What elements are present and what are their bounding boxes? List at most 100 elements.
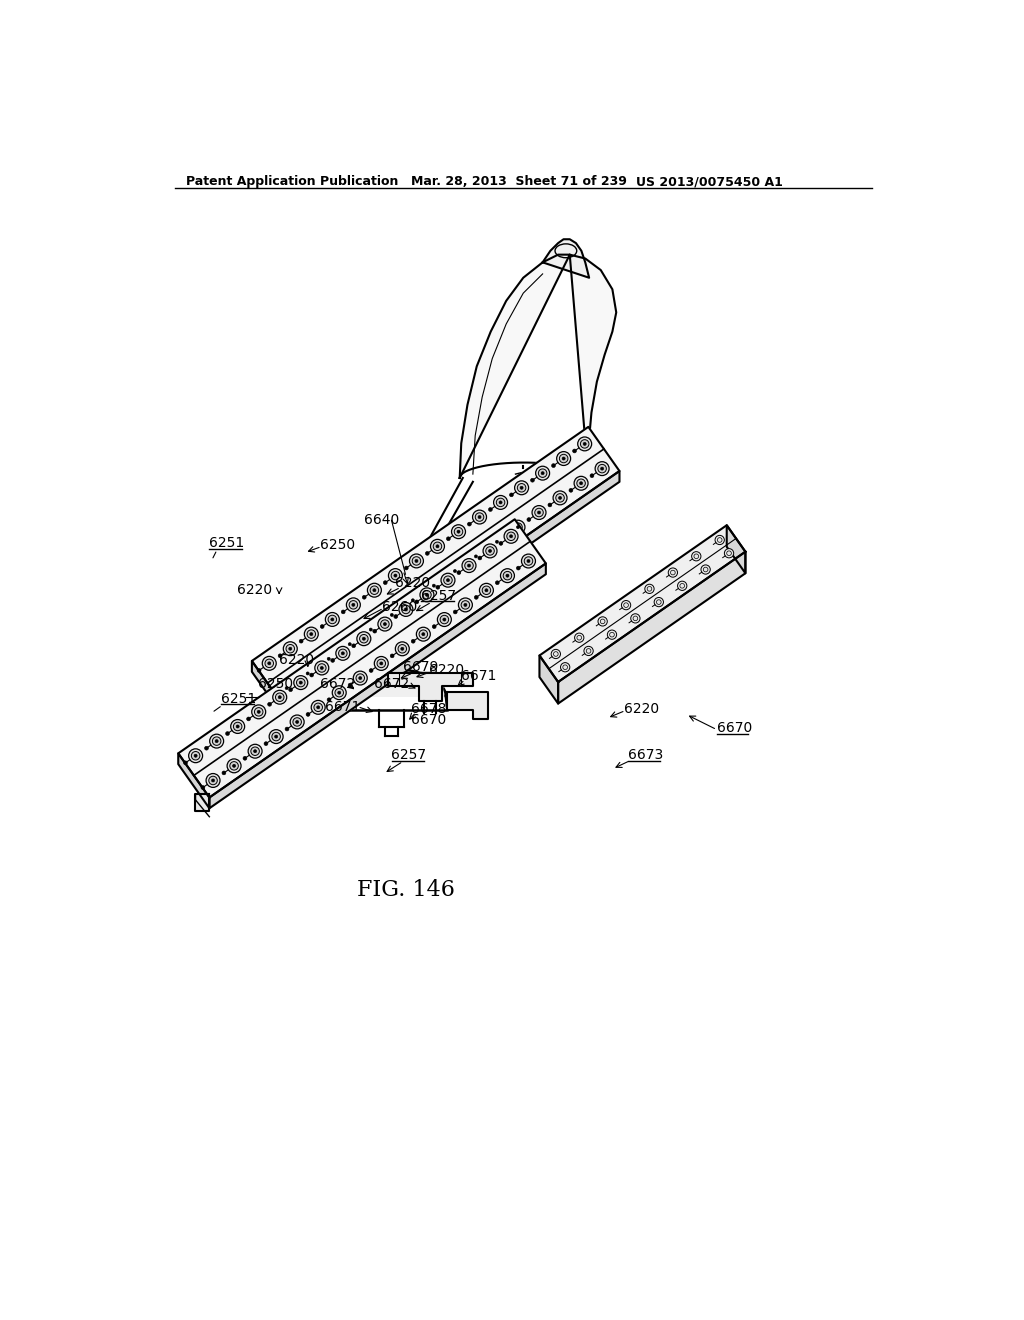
Circle shape	[212, 779, 215, 781]
Circle shape	[299, 639, 303, 643]
Circle shape	[336, 647, 350, 660]
Circle shape	[254, 708, 263, 715]
Circle shape	[422, 591, 426, 594]
Circle shape	[283, 684, 291, 692]
Circle shape	[400, 606, 404, 610]
Circle shape	[527, 560, 530, 562]
Circle shape	[339, 649, 347, 657]
Circle shape	[229, 762, 239, 770]
Circle shape	[257, 668, 261, 672]
Text: 6678: 6678	[411, 702, 446, 715]
Text: Mar. 28, 2013  Sheet 71 of 239: Mar. 28, 2013 Sheet 71 of 239	[411, 176, 627, 189]
Circle shape	[430, 540, 444, 553]
Circle shape	[494, 495, 508, 510]
Circle shape	[607, 630, 616, 639]
Text: 6250: 6250	[321, 539, 355, 552]
Circle shape	[321, 667, 324, 669]
Circle shape	[195, 754, 198, 758]
Polygon shape	[727, 525, 745, 573]
Circle shape	[551, 649, 560, 659]
Circle shape	[464, 561, 468, 565]
Circle shape	[574, 634, 584, 643]
Circle shape	[446, 578, 450, 582]
Circle shape	[459, 598, 472, 612]
Circle shape	[390, 614, 393, 616]
Polygon shape	[540, 525, 745, 682]
Circle shape	[395, 642, 410, 656]
Text: 6220: 6220	[624, 702, 659, 715]
Circle shape	[358, 677, 361, 680]
Circle shape	[516, 566, 520, 570]
Circle shape	[485, 589, 488, 591]
Circle shape	[332, 686, 346, 700]
Text: 6250: 6250	[258, 677, 293, 690]
Circle shape	[488, 508, 493, 511]
Circle shape	[412, 599, 415, 602]
Circle shape	[304, 627, 318, 642]
Circle shape	[562, 457, 565, 461]
Circle shape	[280, 681, 294, 696]
Circle shape	[212, 737, 221, 746]
Circle shape	[430, 581, 438, 590]
Circle shape	[524, 557, 532, 565]
Circle shape	[715, 536, 724, 545]
Circle shape	[478, 516, 481, 519]
Circle shape	[413, 557, 421, 565]
Polygon shape	[209, 564, 546, 808]
Circle shape	[454, 569, 457, 573]
Circle shape	[341, 610, 345, 614]
Circle shape	[410, 554, 423, 568]
Text: 6672: 6672	[321, 677, 355, 690]
Circle shape	[432, 624, 436, 628]
Circle shape	[352, 603, 355, 606]
Circle shape	[390, 653, 394, 657]
Circle shape	[394, 615, 397, 619]
Circle shape	[322, 652, 336, 665]
Circle shape	[279, 653, 282, 657]
Polygon shape	[252, 661, 283, 715]
Circle shape	[462, 558, 476, 573]
Text: US 2013/0075450 A1: US 2013/0075450 A1	[636, 176, 782, 189]
Circle shape	[527, 517, 530, 521]
Circle shape	[583, 442, 586, 445]
Circle shape	[267, 702, 271, 706]
Circle shape	[274, 693, 279, 697]
Circle shape	[497, 498, 505, 507]
Circle shape	[317, 664, 326, 672]
Circle shape	[530, 478, 535, 482]
Circle shape	[401, 605, 411, 614]
Circle shape	[553, 491, 567, 504]
Circle shape	[301, 667, 314, 680]
Text: 6257: 6257	[391, 748, 427, 762]
Text: 6640: 6640	[365, 513, 399, 527]
Circle shape	[383, 623, 386, 626]
Circle shape	[499, 500, 502, 504]
Circle shape	[348, 684, 352, 686]
Circle shape	[345, 640, 354, 648]
Circle shape	[400, 647, 403, 651]
Circle shape	[299, 681, 302, 684]
Circle shape	[309, 673, 313, 677]
Circle shape	[581, 440, 589, 447]
Circle shape	[433, 543, 441, 550]
Circle shape	[506, 532, 510, 536]
Circle shape	[425, 593, 428, 597]
Polygon shape	[337, 669, 445, 696]
Circle shape	[490, 535, 504, 549]
Circle shape	[232, 764, 236, 767]
Circle shape	[483, 544, 497, 558]
Circle shape	[482, 586, 490, 594]
Circle shape	[538, 511, 541, 513]
Circle shape	[321, 624, 325, 628]
Circle shape	[590, 474, 594, 478]
Circle shape	[377, 659, 386, 668]
Circle shape	[331, 659, 335, 663]
Circle shape	[398, 644, 407, 653]
Circle shape	[701, 565, 711, 574]
Circle shape	[496, 540, 499, 544]
Text: 6671: 6671	[461, 669, 497, 682]
Circle shape	[406, 594, 420, 607]
Circle shape	[358, 635, 362, 639]
Circle shape	[436, 585, 439, 589]
Circle shape	[380, 661, 383, 665]
